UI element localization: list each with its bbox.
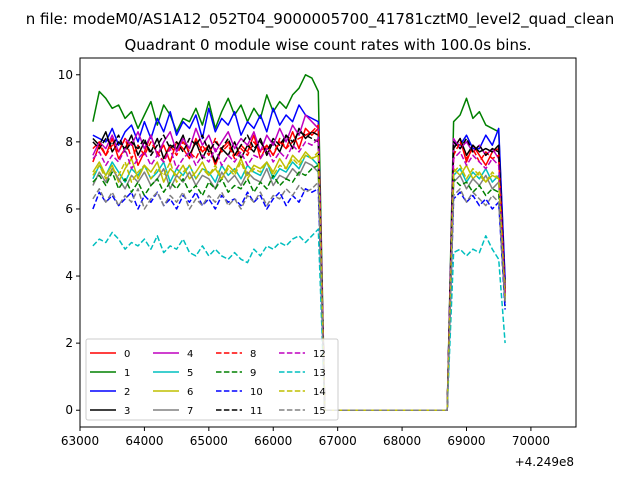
x-tick-label: 63000 [61, 434, 99, 448]
legend-label-2: 2 [124, 387, 130, 398]
x-tick-label: 68000 [383, 434, 421, 448]
plot-area [92, 74, 506, 411]
y-tick-label: 10 [58, 68, 73, 82]
legend-label-13: 13 [313, 368, 326, 379]
legend-label-1: 1 [124, 368, 130, 379]
series-line-9 [92, 164, 506, 411]
y-tick-label: 0 [65, 403, 73, 417]
x-tick-label: 67000 [319, 434, 357, 448]
legend-label-7: 7 [187, 406, 193, 417]
y-tick-label: 6 [65, 202, 73, 216]
y-axis: 0 2 4 6 8 10 [58, 68, 80, 417]
legend-label-10: 10 [250, 387, 263, 398]
x-offset-label: +4.249e8 [515, 455, 574, 469]
legend-label-11: 11 [250, 406, 263, 417]
x-tick-label: 66000 [254, 434, 292, 448]
legend-label-14: 14 [313, 387, 326, 398]
legend-label-4: 4 [187, 349, 193, 360]
chart-title: Quadrant 0 module wise count rates with … [124, 36, 531, 54]
y-tick-label: 8 [65, 135, 73, 149]
x-tick-label: 70000 [512, 434, 550, 448]
x-tick-label: 69000 [447, 434, 485, 448]
series-line-11 [92, 131, 506, 411]
legend-label-3: 3 [124, 406, 130, 417]
legend-label-0: 0 [124, 349, 130, 360]
legend-label-12: 12 [313, 349, 326, 360]
plot-frame [79, 57, 577, 428]
legend-label-8: 8 [250, 349, 256, 360]
x-axis: 63000 64000 65000 66000 67000 68000 69000 70000 [61, 427, 550, 448]
legend-label-9: 9 [250, 368, 256, 379]
series-line-15 [92, 181, 506, 411]
y-tick-label: 2 [65, 336, 73, 350]
series-line-14 [92, 151, 506, 411]
legend-label-5: 5 [187, 368, 193, 379]
x-tick-label: 64000 [125, 434, 163, 448]
figure-suptitle: n file: modeM0/AS1A12_052T04_9000005700_… [26, 10, 615, 29]
y-tick-label: 4 [65, 269, 73, 283]
legend-label-15: 15 [313, 406, 326, 417]
legend-label-6: 6 [187, 387, 193, 398]
x-tick-label: 65000 [190, 434, 228, 448]
legend-box [85, 338, 339, 421]
